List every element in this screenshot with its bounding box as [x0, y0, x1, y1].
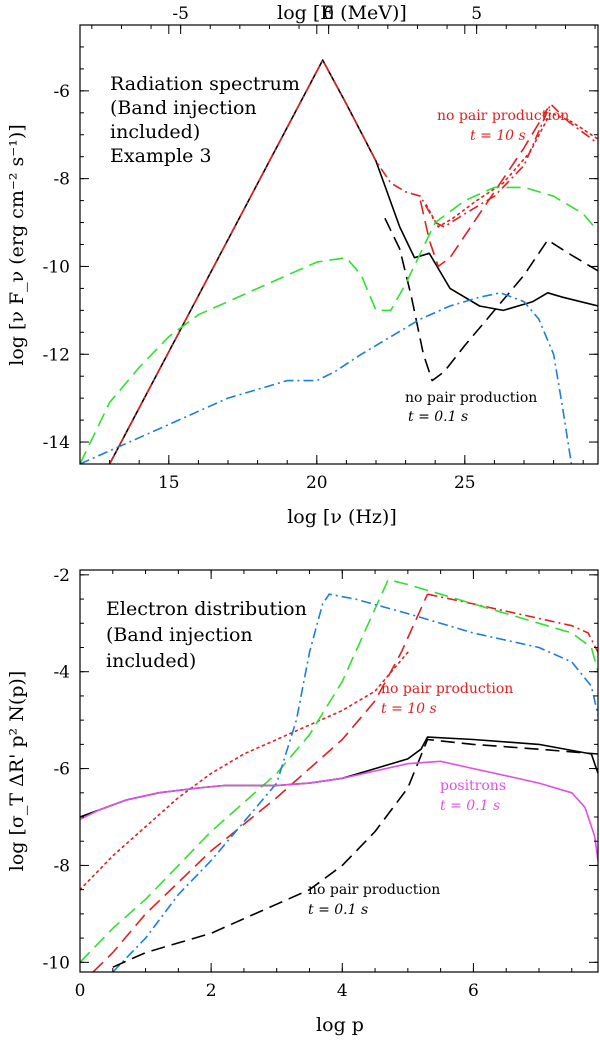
top-series-black-solid [108, 59, 598, 464]
top-x2-axis-label: log [E (MeV)] [277, 2, 407, 24]
bottom-series-group [80, 578, 598, 972]
top-x-axis-label: log [ν (Hz)] [287, 506, 397, 528]
top-axes: 15 20 25 -14 -12 -10 -8 -6 -5 0 5 [43, 4, 598, 493]
top-black-label-line-1: no pair production [405, 390, 537, 406]
bottom-series-red-dashed [92, 593, 429, 972]
bottom-pink-label-line-1: positrons [440, 778, 506, 794]
bottom-y-tick-label: -2 [53, 566, 70, 586]
bottom-annotation-line-2: (Band injection [106, 624, 253, 646]
top-panel: 15 20 25 -14 -12 -10 -8 -6 -5 0 5 log [E (MeV)] lo… [6, 2, 599, 528]
bottom-series-black-dashed [112, 738, 598, 968]
bottom-y-tick-label: -10 [43, 953, 70, 973]
top-x-tick-label: 20 [306, 473, 328, 493]
bottom-series-black-solid [80, 736, 598, 818]
top-y-tick-label: -8 [53, 170, 70, 190]
top-y-tick-label: -10 [43, 257, 70, 277]
top-x-tick-label: 25 [454, 473, 476, 493]
bottom-x-tick-label: 6 [468, 981, 479, 1001]
bottom-y-tick-label: -8 [53, 856, 70, 876]
bottom-series-red-dash-dot [427, 593, 598, 653]
top-y-tick-label: -6 [53, 82, 70, 102]
bottom-axes: 0 2 4 6 -10 -8 -6 -4 -2 [43, 566, 598, 1001]
top-series-red-dashed [419, 107, 549, 268]
top-series-blue-dash-dot [80, 292, 573, 464]
bottom-x-tick-label: 2 [206, 981, 217, 1001]
top-annotation-line-4: Example 3 [110, 145, 212, 167]
top-black-label-line-2: t = 0.1 s [408, 409, 468, 425]
top-series-green-dashed [80, 186, 598, 464]
top-series-black-dashed [384, 217, 598, 382]
bottom-series-pink-solid [80, 760, 598, 861]
top-y-axis-label: log [ν F_ν (erg cm⁻² s⁻¹)] [6, 124, 28, 366]
top-red-label-line-2: t = 10 s [470, 128, 526, 144]
bottom-series-green-dashed [80, 578, 598, 963]
bottom-x-axis-label: log p [316, 1014, 364, 1036]
bottom-y-tick-label: -4 [53, 663, 70, 683]
bottom-red-label-line-1: no pair production [381, 681, 513, 697]
bottom-panel: 0 2 4 6 -10 -8 -6 -4 -2 log p log [σ_T ΔR' p² N(… [6, 566, 599, 1036]
top-annotation-line-1: Radiation spectrum [110, 73, 300, 95]
top-series-group [80, 59, 598, 464]
bottom-x-tick-label: 4 [337, 981, 348, 1001]
top-series-red-dotted [425, 112, 598, 228]
bottom-plot-frame [79, 569, 599, 973]
bottom-black-label-line-2: t = 0.1 s [308, 902, 368, 918]
top-annotation-line-2: (Band injection [110, 97, 257, 119]
bottom-pink-label-line-2: t = 0.1 s [440, 798, 500, 814]
bottom-x-tick-label: 0 [75, 981, 86, 1001]
bottom-y-tick-label: -6 [53, 760, 70, 780]
top-x2-tick-label: 5 [471, 4, 482, 24]
bottom-series-blue-dash-dot [112, 593, 598, 972]
top-x2-tick-label: 0 [323, 4, 334, 24]
bottom-y-axis-label: log [σ_T ΔR' p² N(p)] [6, 671, 28, 871]
bottom-red-label-line-2: t = 10 s [381, 701, 437, 717]
bottom-series-red-dotted [80, 651, 409, 891]
top-y-tick-label: -14 [43, 433, 70, 453]
bottom-annotation-line-3: included) [106, 650, 196, 672]
bottom-annotation-line-1: Electron distribution [106, 598, 307, 620]
top-annotation-line-3: included) [110, 121, 200, 143]
top-red-label-line-1: no pair production [437, 108, 569, 124]
bottom-black-label-line-1: no pair production [308, 882, 440, 898]
top-x-tick-label: 15 [158, 473, 180, 493]
top-x2-tick-label: -5 [172, 4, 189, 24]
top-y-tick-label: -12 [43, 345, 70, 365]
